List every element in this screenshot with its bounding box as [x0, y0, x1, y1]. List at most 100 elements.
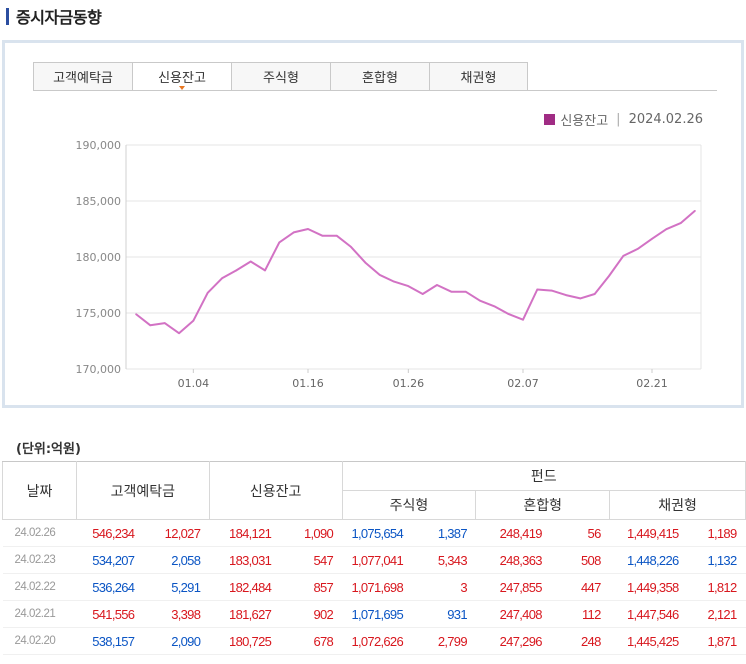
data-point	[278, 241, 281, 244]
cell-stock: 1,075,654	[342, 519, 412, 547]
table-row: 24.02.22 536,264 5,291 182,484 857 1,071,698 3…	[2, 573, 746, 601]
data-point	[665, 228, 668, 230]
data-point	[651, 237, 653, 240]
data-point	[192, 320, 195, 322]
tab-credit-balance[interactable]: 신용잔고	[132, 62, 231, 91]
cell-date: 24.02.26	[2, 519, 77, 547]
cell-bond-change: 1,189	[687, 519, 746, 547]
legend-series-name: 신용잔고	[560, 114, 609, 129]
tab-bond-fund[interactable]: 채권형	[429, 62, 528, 91]
cell-deposit-change: 2,090	[143, 627, 210, 655]
data-point	[450, 290, 453, 293]
x-tick-label: 02.07	[507, 377, 539, 390]
col-header-fund: 펀드	[341, 461, 746, 491]
cell-bond-change: 2,121	[687, 600, 746, 628]
y-tick-label: 185,000	[76, 195, 122, 208]
cell-stock-change: 5,343	[411, 546, 476, 574]
tab-equity-fund[interactable]: 주식형	[231, 62, 330, 91]
tab-bar: 고객예탁금 신용잔고 주식형 혼합형 채권형	[33, 62, 528, 91]
data-point	[149, 324, 152, 327]
data-point	[135, 313, 137, 315]
cell-date: 24.02.20	[2, 627, 77, 655]
data-point	[163, 322, 166, 324]
cell-date: 24.02.22	[2, 573, 77, 601]
data-point	[550, 289, 553, 292]
series-line-credit-balance	[135, 210, 696, 335]
cell-bond: 1,449,415	[609, 519, 688, 547]
cell-mixed-change: 447	[550, 573, 610, 601]
table-row: 24.02.21 541,556 3,398 181,627 902 1,071,695 9…	[2, 600, 746, 628]
cell-deposit-change: 12,027	[143, 519, 210, 547]
table-row: 24.02.23 534,207 2,058 183,031 547 1,077,041 5…	[2, 546, 746, 574]
tab-label: 신용잔고	[158, 71, 206, 86]
cell-deposit: 546,234	[76, 519, 144, 547]
data-point	[221, 277, 223, 280]
data-point	[522, 318, 524, 321]
fund-flow-table: 날짜 고객예탁금 신용잔고 펀드 주식형 혼합형 채권형 24.02.26 546…	[2, 461, 746, 655]
data-point	[464, 290, 467, 293]
cell-mixed: 248,419	[475, 519, 551, 547]
cell-mixed-change: 112	[550, 600, 610, 628]
tab-label: 채권형	[460, 71, 497, 86]
data-point	[636, 248, 639, 250]
cell-deposit-change: 5,291	[143, 573, 210, 601]
y-tick-label: 180,000	[76, 251, 122, 264]
cell-bond-change: 1,812	[687, 573, 746, 601]
cell-deposit: 534,207	[76, 546, 144, 574]
cell-stock-change: 2,799	[411, 627, 476, 655]
data-point	[608, 275, 610, 277]
cell-stock: 1,072,626	[342, 627, 412, 655]
legend-date: 2024.02.26	[628, 112, 703, 127]
cell-mixed: 247,855	[475, 573, 551, 601]
tab-mixed-fund[interactable]: 혼합형	[330, 62, 429, 91]
tab-label: 고객예탁금	[53, 71, 113, 86]
data-point	[679, 222, 682, 224]
data-point	[421, 293, 424, 295]
cell-bond: 1,447,546	[609, 600, 688, 628]
line-chart: 190,000 185,000 180,000 175,000 170,000 01.04…	[76, 139, 702, 390]
page-title: 증시자금동향	[6, 4, 102, 28]
cell-stock-change: 3	[411, 573, 476, 601]
cell-deposit: 538,157	[76, 627, 144, 655]
cell-credit-change: 678	[280, 627, 343, 655]
data-point	[565, 294, 567, 296]
active-tab-caret-icon	[179, 86, 185, 90]
data-point	[407, 285, 410, 287]
cell-mixed: 247,296	[475, 627, 551, 655]
data-point	[694, 210, 696, 212]
cell-bond: 1,449,358	[609, 573, 688, 601]
data-point	[593, 293, 596, 295]
data-point	[378, 274, 381, 276]
cell-credit-change: 902	[280, 600, 343, 628]
tab-customer-deposit[interactable]: 고객예탁금	[33, 62, 132, 91]
cell-deposit-change: 2,058	[143, 546, 210, 574]
cell-date: 24.02.21	[2, 600, 77, 628]
x-tick-label: 01.04	[178, 377, 210, 390]
data-point	[622, 255, 625, 257]
data-point	[206, 292, 209, 294]
x-tick-label: 01.26	[393, 377, 425, 390]
unit-label: (단위:억원)	[16, 442, 81, 457]
cell-credit: 182,484	[209, 573, 281, 601]
cell-stock: 1,077,041	[342, 546, 412, 574]
cell-bond-change: 1,871	[687, 627, 746, 655]
x-tick-label: 02.21	[636, 377, 668, 390]
chart-panel: 고객예탁금 신용잔고 주식형 혼합형 채권형 신용잔고 | 2024.02.26…	[2, 40, 744, 408]
data-point	[321, 234, 324, 237]
cell-credit-change: 547	[280, 546, 343, 574]
cell-credit: 184,121	[209, 519, 281, 547]
legend-swatch	[544, 114, 556, 125]
tab-underline	[33, 90, 717, 91]
cell-deposit: 536,264	[76, 573, 144, 601]
data-point	[249, 260, 252, 263]
chart-legend: 신용잔고 | 2024.02.26	[544, 110, 703, 129]
cell-mixed: 247,408	[475, 600, 551, 628]
cell-mixed: 248,363	[475, 546, 551, 574]
data-point	[507, 313, 510, 315]
cell-stock: 1,071,698	[342, 573, 412, 601]
cell-credit-change: 857	[280, 573, 343, 601]
x-tick-label: 01.16	[292, 377, 324, 390]
data-point	[364, 261, 367, 264]
cell-bond-change: 1,132	[687, 546, 746, 574]
data-point	[335, 234, 338, 237]
